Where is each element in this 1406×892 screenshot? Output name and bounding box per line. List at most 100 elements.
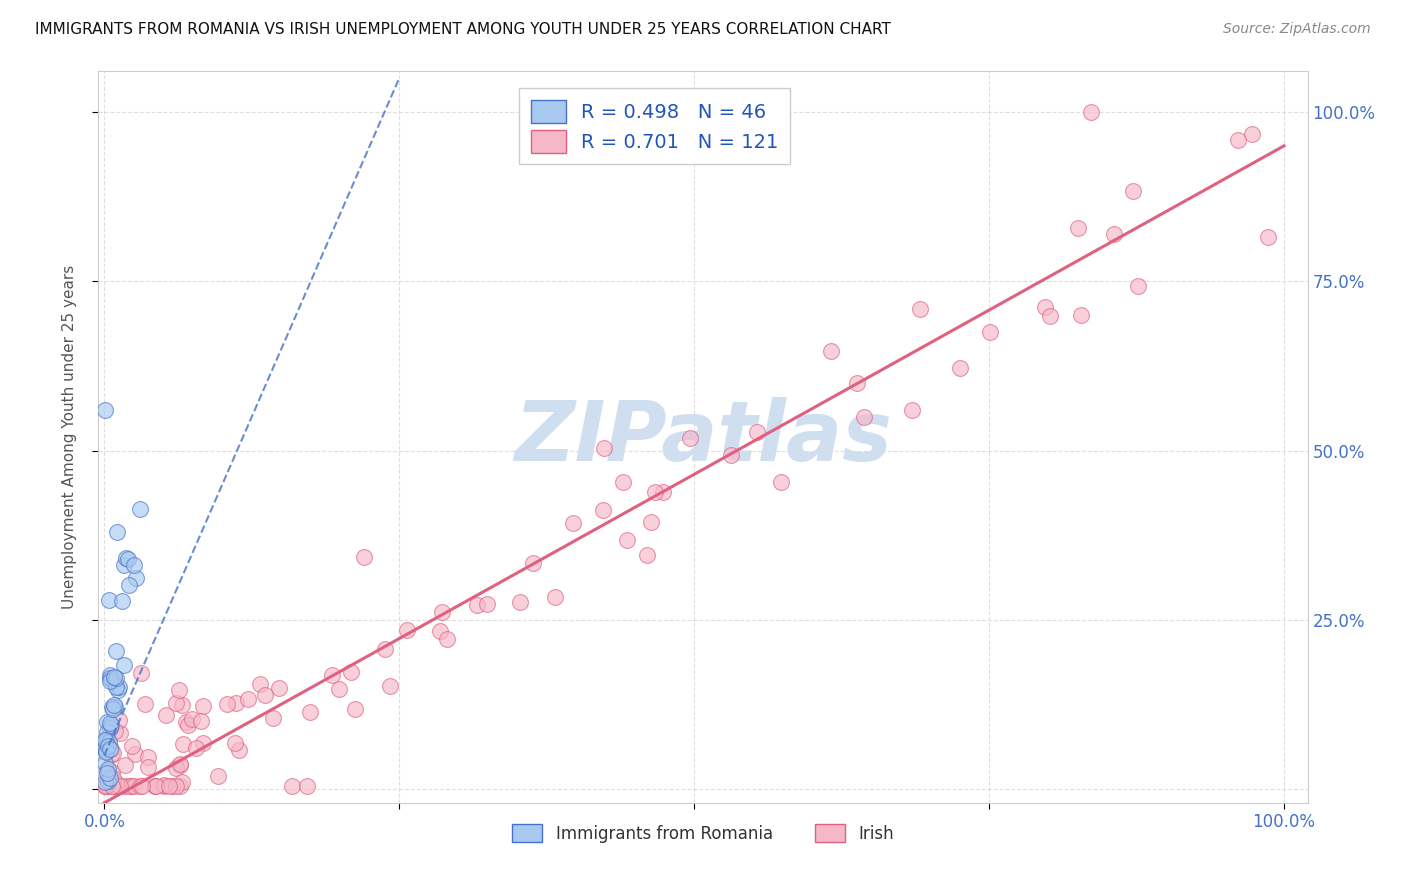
Point	[747, 425, 769, 439]
Point	[94, 779, 117, 793]
Point	[155, 707, 177, 722]
Point	[321, 668, 343, 682]
Point	[103, 698, 125, 712]
Point	[184, 740, 207, 755]
Point	[97, 774, 120, 789]
Text: IMMIGRANTS FROM ROMANIA VS IRISH UNEMPLOYMENT AMONG YOUTH UNDER 25 YEARS CORRELA: IMMIGRANTS FROM ROMANIA VS IRISH UNEMPLO…	[35, 22, 891, 37]
Point	[395, 624, 418, 638]
Point	[436, 632, 458, 646]
Point	[117, 552, 139, 566]
Point	[509, 595, 531, 609]
Point	[120, 779, 142, 793]
Point	[115, 551, 138, 566]
Point	[174, 714, 197, 729]
Y-axis label: Unemployment Among Youth under 25 years: Unemployment Among Youth under 25 years	[62, 265, 77, 609]
Point	[94, 779, 117, 793]
Point	[97, 762, 120, 776]
Point	[1080, 105, 1102, 120]
Point	[297, 779, 319, 793]
Point	[98, 671, 121, 685]
Point	[172, 737, 194, 751]
Point	[124, 747, 146, 761]
Point	[165, 761, 187, 775]
Point	[101, 700, 124, 714]
Point	[949, 361, 972, 376]
Point	[129, 779, 152, 793]
Point	[267, 681, 290, 695]
Point	[612, 475, 634, 490]
Point	[1066, 220, 1088, 235]
Point	[96, 734, 118, 748]
Point	[112, 558, 135, 572]
Point	[846, 376, 869, 390]
Point	[165, 696, 187, 710]
Point	[374, 642, 396, 657]
Point	[125, 571, 148, 585]
Point	[1070, 308, 1092, 322]
Point	[108, 680, 131, 694]
Point	[101, 779, 124, 793]
Point	[172, 698, 194, 712]
Point	[1102, 227, 1125, 241]
Point	[121, 739, 143, 753]
Point	[191, 736, 214, 750]
Point	[100, 715, 122, 730]
Point	[153, 778, 176, 792]
Point	[96, 745, 118, 759]
Point	[118, 779, 141, 793]
Point	[94, 756, 117, 770]
Point	[169, 757, 191, 772]
Point	[165, 779, 187, 793]
Point	[114, 779, 136, 793]
Point	[224, 736, 246, 750]
Point	[1035, 300, 1057, 314]
Point	[96, 764, 118, 778]
Point	[254, 688, 277, 702]
Point	[328, 681, 350, 696]
Point	[101, 779, 124, 793]
Point	[96, 779, 118, 793]
Point	[94, 740, 117, 755]
Point	[679, 432, 702, 446]
Point	[157, 779, 180, 793]
Point	[105, 779, 128, 793]
Point	[104, 644, 127, 658]
Point	[103, 675, 125, 690]
Point	[1039, 309, 1062, 323]
Point	[98, 667, 121, 681]
Legend: Immigrants from Romania, Irish: Immigrants from Romania, Irish	[506, 817, 900, 849]
Point	[101, 772, 124, 786]
Point	[852, 409, 875, 424]
Point	[134, 697, 156, 711]
Point	[153, 779, 176, 793]
Point	[1122, 185, 1144, 199]
Point	[176, 717, 198, 731]
Point	[217, 697, 239, 711]
Point	[104, 724, 127, 739]
Point	[145, 779, 167, 793]
Point	[138, 760, 160, 774]
Point	[181, 712, 204, 726]
Point	[190, 714, 212, 728]
Point	[616, 533, 638, 547]
Point	[143, 779, 166, 793]
Point	[94, 403, 117, 417]
Point	[96, 778, 118, 792]
Point	[100, 748, 122, 763]
Point	[225, 696, 247, 710]
Point	[191, 698, 214, 713]
Point	[169, 683, 191, 698]
Point	[112, 657, 135, 672]
Point	[1126, 279, 1149, 293]
Point	[96, 714, 118, 729]
Point	[1227, 132, 1250, 146]
Point	[228, 743, 250, 757]
Point	[901, 402, 924, 417]
Point	[979, 326, 1001, 340]
Point	[96, 765, 118, 780]
Point	[169, 757, 191, 772]
Point	[378, 679, 401, 693]
Point	[94, 775, 117, 789]
Point	[1241, 128, 1264, 142]
Point	[122, 558, 145, 572]
